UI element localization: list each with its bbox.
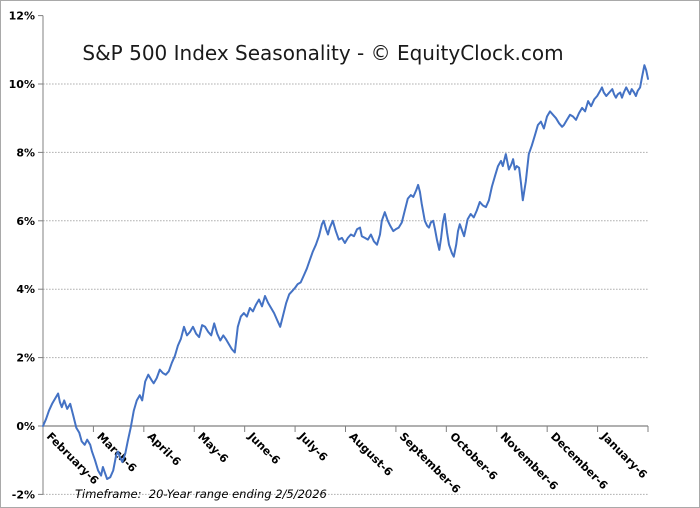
x-tick-label: June-6: [245, 429, 283, 467]
y-tick-label: 2%: [16, 352, 35, 365]
y-tick-label: -2%: [12, 488, 35, 501]
x-tick-label: October-6: [447, 430, 500, 483]
seasonality-line: [42, 64, 649, 480]
x-tick-label: May-6: [195, 430, 231, 466]
timeframe-note: Timeframe: 20-Year range ending 2/5/2026: [75, 487, 327, 501]
y-tick-label: 6%: [16, 215, 35, 228]
x-tick-label: January-6: [598, 429, 650, 481]
y-tick-label: 12%: [9, 10, 35, 23]
x-tick-label: February-6: [44, 430, 101, 487]
y-tick-label: 0%: [16, 420, 35, 433]
x-tick-label: April-6: [145, 430, 184, 469]
chart-title: S&P 500 Index Seasonality - © EquityCloc…: [82, 41, 564, 65]
y-tick-label: 8%: [16, 146, 35, 159]
x-tick-label: July-6: [295, 429, 330, 464]
y-tick-label: 4%: [16, 283, 35, 296]
x-tick-label: August-6: [346, 430, 395, 479]
y-tick-label: 10%: [9, 78, 35, 91]
